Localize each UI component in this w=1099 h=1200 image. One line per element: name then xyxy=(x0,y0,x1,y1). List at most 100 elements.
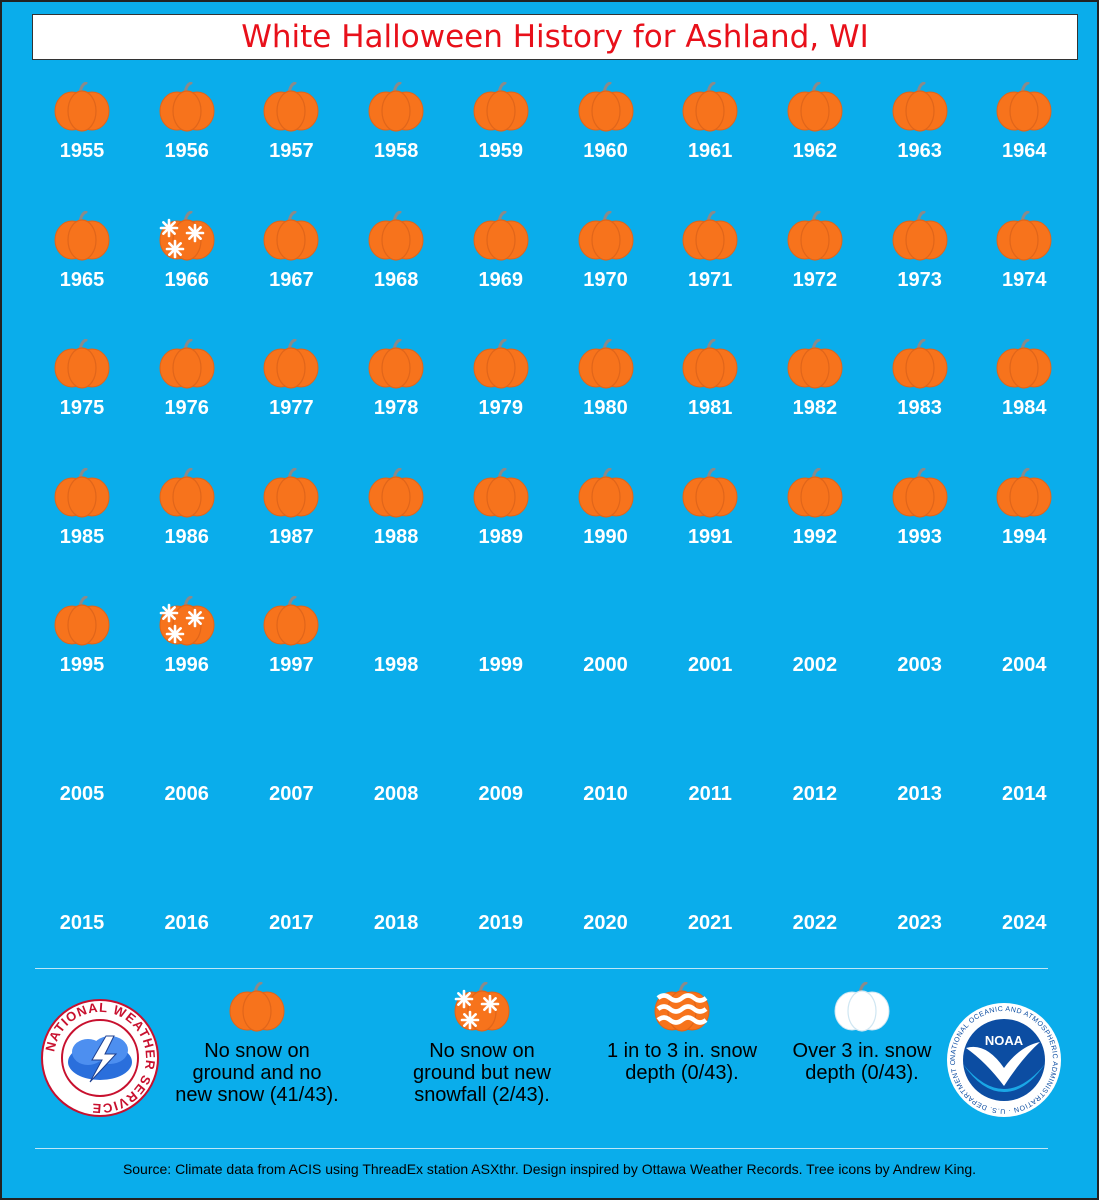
legend-pumpkin-icon xyxy=(654,982,710,1032)
year-label: 1962 xyxy=(792,140,838,162)
year-label: 1990 xyxy=(583,525,628,548)
pumpkin-icon xyxy=(996,467,1052,518)
year-label: 2018 xyxy=(373,911,419,934)
pumpkin-icon xyxy=(159,82,215,132)
year-cell: 2019 xyxy=(449,854,553,954)
year-label: 1958 xyxy=(373,140,419,162)
year-cell: 2007 xyxy=(239,725,343,825)
pumpkin-icon xyxy=(263,210,319,261)
year-cell: 1957 xyxy=(239,82,343,182)
year-label: 1992 xyxy=(792,525,838,548)
pumpkin-icon xyxy=(682,82,738,132)
legend-pumpkin-icon xyxy=(454,982,510,1032)
year-cell: 1962 xyxy=(763,82,867,182)
year-cell: 1960 xyxy=(554,82,658,182)
pumpkin-icon xyxy=(682,339,738,389)
year-label: 2017 xyxy=(269,911,314,934)
year-cell: 2012 xyxy=(763,725,867,825)
pumpkin-icon xyxy=(578,339,633,389)
pumpkin-icon xyxy=(892,210,948,261)
year-cell: 1964 xyxy=(972,82,1076,182)
year-label: 2009 xyxy=(478,783,524,805)
year-cell: 2006 xyxy=(135,725,239,825)
pumpkin-icon xyxy=(787,82,843,132)
year-label: 2011 xyxy=(688,783,732,805)
year-label: 1995 xyxy=(59,654,105,677)
year-cell: 1958 xyxy=(344,82,448,182)
pumpkin-icon xyxy=(578,467,633,518)
year-label: 1960 xyxy=(583,140,628,162)
divider-bottom xyxy=(35,1148,1048,1149)
pumpkin-icon xyxy=(996,210,1052,261)
year-cell: 1955 xyxy=(30,82,134,182)
year-label: 1993 xyxy=(897,525,942,548)
pumpkin-icon xyxy=(787,339,843,389)
year-label: 1998 xyxy=(373,654,419,677)
year-label: 1956 xyxy=(164,140,209,162)
svg-text:NOAA: NOAA xyxy=(985,1033,1024,1048)
year-cell: 1986 xyxy=(135,467,239,568)
year-cell: 2005 xyxy=(30,725,134,825)
year-label: 1955 xyxy=(59,140,105,162)
year-label: 1959 xyxy=(478,140,524,162)
year-cell: 1981 xyxy=(658,339,762,439)
year-label: 2013 xyxy=(897,783,942,805)
pumpkin-icon xyxy=(892,467,948,518)
year-label: 1961 xyxy=(687,140,733,162)
year-cell: 2008 xyxy=(344,725,448,825)
year-label: 2012 xyxy=(792,783,838,805)
pumpkin-icon xyxy=(473,467,529,518)
year-cell: 2015 xyxy=(30,854,134,954)
year-label: 1975 xyxy=(59,397,105,420)
year-label: 2005 xyxy=(59,783,105,805)
legend-item-depth_over_3: Over 3 in. snow depth (0/43). xyxy=(777,982,947,1084)
year-cell: 1985 xyxy=(30,467,134,568)
pumpkin-icon xyxy=(159,339,215,389)
year-cell: 1984 xyxy=(972,339,1076,439)
year-label: 1989 xyxy=(478,525,524,548)
pumpkin-icon xyxy=(578,210,633,261)
year-label: 2014 xyxy=(1002,783,1047,805)
pumpkin-icon xyxy=(787,210,843,261)
year-label: 2022 xyxy=(792,911,838,934)
year-label: 2008 xyxy=(373,783,419,805)
year-cell: 1974 xyxy=(972,210,1076,311)
year-label: 2001 xyxy=(687,654,733,677)
pumpkin-icon xyxy=(682,467,738,518)
year-label: 1976 xyxy=(164,397,209,420)
year-label: 1987 xyxy=(269,525,314,548)
legend-item-depth_1_3: 1 in to 3 in. snow depth (0/43). xyxy=(597,982,767,1084)
year-cell: 1999 xyxy=(449,596,553,696)
year-cell: 1959 xyxy=(449,82,553,182)
pumpkin-icon xyxy=(787,467,843,518)
year-cell: 1997 xyxy=(239,596,343,696)
pumpkin-icon xyxy=(159,467,215,518)
pumpkin-icon xyxy=(368,210,424,261)
year-cell: 1971 xyxy=(658,210,762,311)
pumpkin-icon xyxy=(54,339,110,389)
year-label: 2010 xyxy=(583,783,628,805)
year-cell: 1956 xyxy=(135,82,239,182)
year-label: 1983 xyxy=(897,397,942,420)
year-cell: 1993 xyxy=(868,467,972,568)
year-label: 1970 xyxy=(583,268,628,291)
year-label: 2016 xyxy=(164,911,209,934)
year-cell: 1965 xyxy=(30,210,134,311)
year-label: 1977 xyxy=(269,397,314,420)
pumpkin-icon xyxy=(263,596,319,646)
pumpkin-icon xyxy=(54,467,110,518)
pumpkin-icon xyxy=(578,82,633,132)
year-label: 1967 xyxy=(269,268,314,291)
year-cell: 2004 xyxy=(972,596,1076,696)
year-label: 2024 xyxy=(1002,911,1047,934)
year-label: 2003 xyxy=(897,654,942,677)
year-cell: 1996 xyxy=(135,596,239,696)
pumpkin-icon xyxy=(473,339,529,389)
year-cell: 1992 xyxy=(763,467,867,568)
year-label: 1966 xyxy=(164,268,209,291)
year-label: 2004 xyxy=(1002,654,1047,677)
noaa-logo: NATIONAL OCEANIC AND ATMOSPHERIC ADMINIS… xyxy=(943,997,1062,1123)
pumpkin-icon xyxy=(368,82,424,132)
year-cell: 1976 xyxy=(135,339,239,439)
